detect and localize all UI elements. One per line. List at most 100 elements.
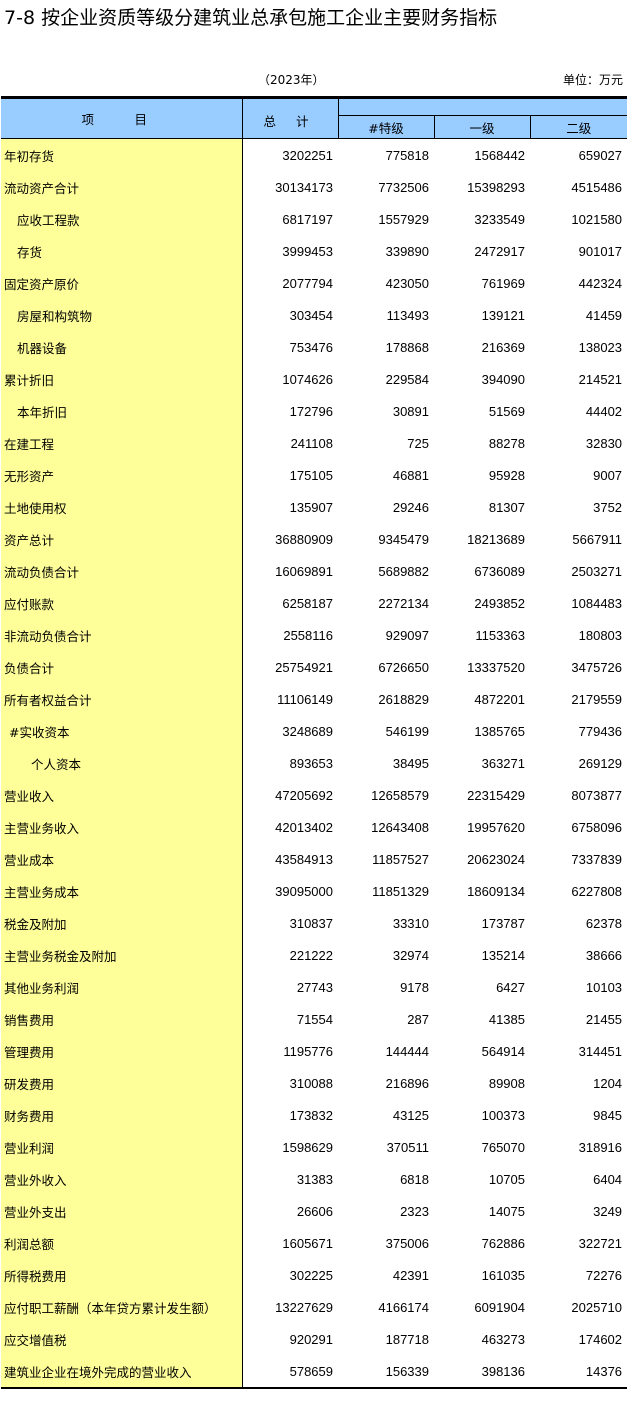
cell-first: 13337520 (467, 659, 525, 675)
row-label: 机器设备 (1, 331, 243, 363)
cell-second: 322721 (578, 1235, 623, 1251)
row-label: 流动资产合计 (1, 171, 243, 203)
table-row: 资产总计 36880909 9345479 18213689 5667911 (1, 523, 627, 555)
cell-first: 10705 (488, 1171, 525, 1187)
table-row: 非流动负债合计 2558116 929097 1153363 180803 (1, 619, 627, 651)
table-row: 税金及附加 310837 33310 173787 62378 (1, 907, 627, 939)
cell-first: 89908 (488, 1075, 525, 1091)
cell-total: 1605671 (282, 1235, 333, 1251)
cell-first: 398136 (434, 1355, 530, 1389)
cell-total: 6258187 (282, 595, 333, 611)
cell-first: 1385765 (474, 723, 525, 739)
cell-second: 44402 (585, 403, 623, 419)
cell-special: 423050 (385, 275, 429, 291)
table-row: 财务费用 173832 43125 100373 9845 (1, 1099, 627, 1131)
row-label: 所得税费用 (1, 1259, 243, 1291)
cell-total: 71554 (296, 1011, 333, 1027)
cell-special: 6818 (400, 1171, 429, 1187)
cell-first: 18213689 (467, 531, 525, 547)
cell-special: 6726650 (378, 659, 429, 675)
row-label: 无形资产 (1, 459, 243, 491)
cell-first: 1153363 (475, 627, 525, 643)
cell-special: 370511 (386, 1139, 429, 1155)
cell-total: 310837 (289, 915, 333, 931)
table-row: 负债合计 25754921 6726650 13337520 3475726 (1, 651, 627, 683)
cell-special: 929097 (385, 627, 429, 643)
cell-special: 12658579 (371, 787, 429, 803)
row-label: 研发费用 (1, 1067, 243, 1099)
cell-total: 25754921 (275, 659, 333, 675)
row-label: 营业利润 (1, 1131, 243, 1163)
cell-total: 135907 (289, 499, 333, 515)
cell-second: 1204 (593, 1075, 623, 1091)
cell-total: 11106149 (277, 691, 333, 707)
table-row: 存货 3999453 339890 2472917 901017 (1, 235, 627, 267)
cell-first: 173787 (481, 915, 525, 931)
cell-special: 32974 (392, 947, 429, 963)
cell-total: 221222 (289, 947, 333, 963)
table-row: 管理费用 1195776 144444 564914 314451 (1, 1035, 627, 1067)
cell-second: 6227808 (571, 883, 623, 899)
cell-second: 3475726 (571, 659, 623, 675)
table-year: （2023年） (258, 73, 325, 87)
cell-total: 3248689 (282, 723, 333, 739)
row-label: 房屋和构筑物 (1, 299, 243, 331)
cell-second: 4515486 (571, 179, 623, 195)
cell-special: 5689882 (378, 563, 429, 579)
table-row: 营业外收入 31383 6818 10705 6404 (1, 1163, 627, 1195)
table-row: 应交增值税 920291 187718 463273 174602 (1, 1323, 627, 1355)
cell-first: 95928 (488, 467, 525, 483)
cell-first: 15398293 (467, 179, 525, 195)
cell-special: 4166174 (378, 1299, 429, 1315)
cell-first: 564914 (481, 1043, 525, 1059)
cell-special: 375006 (385, 1235, 429, 1251)
cell-special: 178868 (385, 339, 429, 355)
row-label: #实收资本 (1, 715, 243, 747)
table-row: 其他业务利润 27743 9178 6427 10103 (1, 971, 627, 1003)
cell-special: 38495 (392, 755, 429, 771)
table-row: 累计折旧 1074626 229584 394090 214521 (1, 363, 627, 395)
header-second: 二级 (529, 115, 627, 139)
cell-second: 38666 (585, 947, 623, 963)
cell-first: 22315429 (467, 787, 525, 803)
table-row: 土地使用权 135907 29246 81307 3752 (1, 491, 627, 523)
header-total: 总 计 (242, 96, 339, 139)
row-label: 营业外支出 (1, 1195, 243, 1227)
cell-first: 463273 (481, 1331, 525, 1347)
cell-special: 546199 (385, 723, 429, 739)
cell-first: 765070 (481, 1139, 525, 1155)
cell-second: 901017 (578, 243, 623, 259)
cell-total: 578659 (242, 1355, 338, 1389)
cell-total: 26606 (296, 1203, 333, 1219)
table-row: 房屋和构筑物 303454 113493 139121 41459 (1, 299, 627, 331)
cell-second: 2503271 (571, 563, 623, 579)
cell-special: 187718 (385, 1331, 429, 1347)
cell-second: 7337839 (571, 851, 623, 867)
row-label: 所有者权益合计 (1, 683, 243, 715)
cell-total: 241108 (290, 435, 333, 451)
cell-special: 113493 (386, 307, 429, 323)
table-row: 本年折旧 172796 30891 51569 44402 (1, 395, 627, 427)
table-row: 流动资产合计 30134173 7732506 15398293 4515486 (1, 171, 627, 203)
cell-special: 42391 (392, 1267, 429, 1283)
cell-total: 39095000 (275, 883, 333, 899)
cell-total: 3202251 (282, 147, 333, 163)
row-label: 利润总额 (1, 1227, 243, 1259)
table-row: 所得税费用 302225 42391 161035 72276 (1, 1259, 627, 1291)
cell-second: 779436 (578, 723, 623, 739)
cell-first: 3233549 (474, 211, 525, 227)
cell-total: 1195776 (283, 1043, 333, 1059)
cell-special: 11857527 (372, 851, 429, 867)
header-first: 一级 (433, 115, 530, 139)
cell-special: 2323 (400, 1203, 429, 1219)
cell-total: 310088 (289, 1075, 333, 1091)
cell-special: 46881 (392, 467, 429, 483)
cell-second: 41459 (585, 307, 623, 323)
row-label: 固定资产原价 (1, 267, 243, 299)
cell-total: 2077794 (282, 275, 333, 291)
cell-total: 36880909 (275, 531, 333, 547)
cell-first: 6736089 (474, 563, 525, 579)
cell-first: 761969 (481, 275, 525, 291)
row-label: 应交增值税 (1, 1323, 243, 1355)
row-label: 流动负债合计 (1, 555, 243, 587)
